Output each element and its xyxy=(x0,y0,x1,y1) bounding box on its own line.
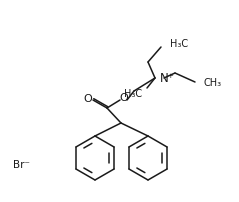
Text: N⁺: N⁺ xyxy=(160,73,175,85)
Text: H₃C: H₃C xyxy=(170,39,188,49)
Text: H₃C: H₃C xyxy=(124,89,142,99)
Text: O: O xyxy=(84,94,92,104)
Text: O: O xyxy=(120,93,128,103)
Text: CH₃: CH₃ xyxy=(204,78,222,88)
Text: Br⁻: Br⁻ xyxy=(13,160,31,170)
